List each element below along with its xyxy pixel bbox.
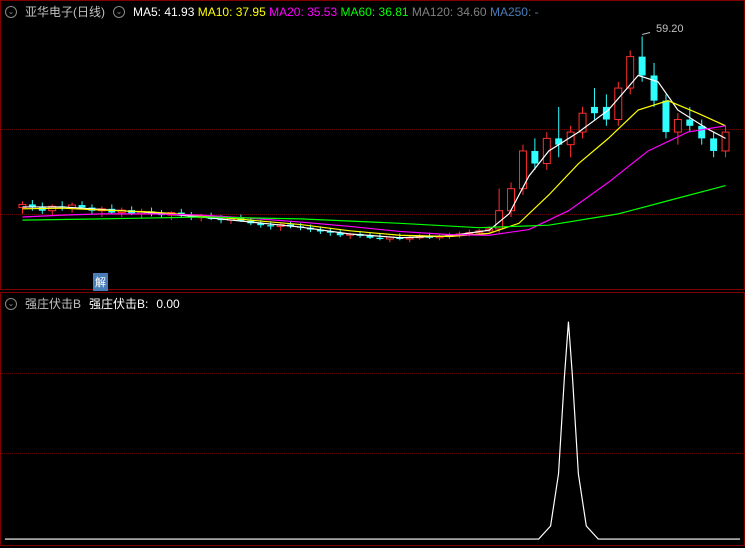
ma-labels: MA5: 41.93 MA10: 37.95 MA20: 35.53 MA60:… bbox=[133, 5, 539, 19]
annotation-badge[interactable]: 解 bbox=[93, 273, 108, 291]
indicator-value: 0.00 bbox=[156, 297, 179, 311]
expand-icon[interactable]: ⌄ bbox=[5, 6, 17, 18]
ma-label: MA10: 37.95 bbox=[198, 5, 266, 19]
indicator-label: 强庄伏击B: bbox=[89, 295, 148, 312]
ma-expand-icon[interactable]: ⌄ bbox=[113, 6, 125, 18]
ma-label: MA120: 34.60 bbox=[412, 5, 487, 19]
ma-label: MA5: 41.93 bbox=[133, 5, 194, 19]
main-chart-panel[interactable]: ⌄ 亚华电子(日线) ⌄ MA5: 41.93 MA10: 37.95 MA20… bbox=[0, 0, 745, 290]
indicator-header: ⌄ 强庄伏击B 强庄伏击B: 0.00 bbox=[5, 295, 180, 312]
indicator-name: 强庄伏击B bbox=[25, 295, 81, 312]
ma-label: MA60: 36.81 bbox=[341, 5, 409, 19]
ma-label: MA250: - bbox=[490, 5, 539, 19]
ma-label: MA20: 35.53 bbox=[269, 5, 337, 19]
candle-chart bbox=[1, 1, 744, 289]
indicator-expand-icon[interactable]: ⌄ bbox=[5, 298, 17, 310]
indicator-chart bbox=[1, 293, 744, 545]
main-header: ⌄ 亚华电子(日线) ⌄ MA5: 41.93 MA10: 37.95 MA20… bbox=[5, 3, 539, 20]
stock-title: 亚华电子(日线) bbox=[25, 3, 105, 20]
high-price-annotation: 59.20 bbox=[656, 23, 684, 35]
indicator-panel[interactable]: ⌄ 强庄伏击B 强庄伏击B: 0.00 bbox=[0, 292, 745, 546]
